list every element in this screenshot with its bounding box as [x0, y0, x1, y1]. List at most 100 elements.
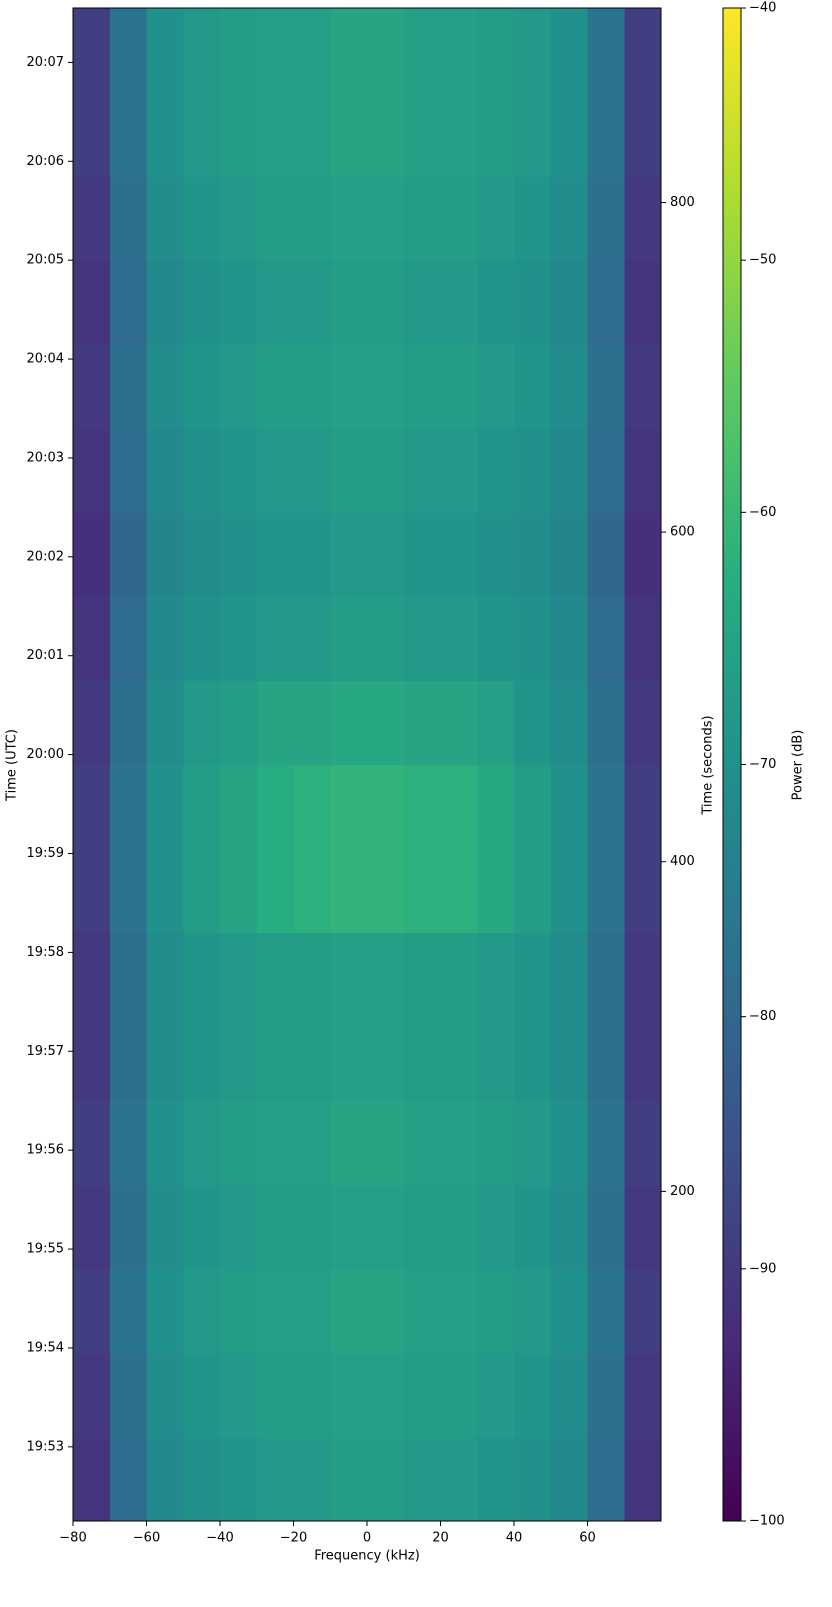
- heatmap-cell: [330, 344, 368, 429]
- heatmap-cell: [550, 1100, 588, 1186]
- heatmap-cell: [440, 344, 478, 429]
- heatmap-cell: [624, 92, 662, 177]
- heatmap-cell: [587, 260, 625, 345]
- heatmap-cell: [440, 1436, 478, 1522]
- heatmap-cell: [256, 1352, 294, 1438]
- heatmap-cell: [109, 932, 147, 1018]
- heatmap-cell: [293, 680, 331, 765]
- heatmap-cell: [220, 1268, 258, 1354]
- heatmap-cell: [183, 92, 221, 177]
- heatmap-cell: [440, 848, 478, 934]
- heatmap-cell: [477, 92, 515, 177]
- heatmap-cell: [477, 1184, 515, 1270]
- heatmap-cell: [183, 764, 221, 850]
- heatmap-cell: [73, 596, 111, 681]
- heatmap-cell: [403, 176, 441, 261]
- heatmap-cell: [220, 8, 258, 93]
- heatmap-cell: [440, 428, 478, 513]
- heatmap-cell: [550, 260, 588, 345]
- y-tick-label: 20:03: [27, 450, 64, 465]
- heatmap-cell: [624, 596, 662, 681]
- heatmap-cell: [514, 176, 552, 261]
- heatmap-cell: [514, 428, 552, 513]
- heatmap-cell: [367, 1016, 405, 1102]
- heatmap-cell: [367, 932, 405, 1018]
- heatmap-cell: [514, 8, 552, 93]
- heatmap-cell: [220, 428, 258, 513]
- heatmap-cell: [624, 512, 662, 597]
- heatmap-cell: [183, 848, 221, 934]
- heatmap-cell: [146, 1016, 184, 1102]
- heatmap-cell: [587, 1100, 625, 1186]
- heatmap-cell: [109, 764, 147, 850]
- heatmap-cell: [330, 260, 368, 345]
- heatmap-cell: [183, 1352, 221, 1438]
- heatmap-cell: [293, 596, 331, 681]
- heatmap-cell: [109, 92, 147, 177]
- heatmap-cell: [220, 1436, 258, 1522]
- heatmap-cell: [256, 596, 294, 681]
- heatmap-cell: [440, 260, 478, 345]
- heatmap-cell: [256, 764, 294, 850]
- heatmap: [73, 8, 662, 1522]
- heatmap-cell: [73, 1184, 111, 1270]
- heatmap-cell: [550, 8, 588, 93]
- heatmap-cell: [256, 428, 294, 513]
- heatmap-cell: [403, 932, 441, 1018]
- heatmap-cell: [477, 680, 515, 765]
- heatmap-cell: [477, 1268, 515, 1354]
- heatmap-cell: [440, 92, 478, 177]
- heatmap-cell: [624, 1184, 662, 1270]
- heatmap-cell: [550, 512, 588, 597]
- heatmap-cell: [256, 1184, 294, 1270]
- heatmap-cell: [146, 596, 184, 681]
- heatmap-cell: [293, 1016, 331, 1102]
- heatmap-cell: [256, 260, 294, 345]
- heatmap-cell: [73, 848, 111, 934]
- x-tick-label: 60: [579, 1531, 596, 1546]
- heatmap-cell: [256, 344, 294, 429]
- heatmap-cell: [550, 1268, 588, 1354]
- heatmap-cell: [477, 848, 515, 934]
- heatmap-cell: [146, 1436, 184, 1522]
- x-tick-label: 0: [363, 1531, 371, 1546]
- heatmap-cell: [403, 8, 441, 93]
- heatmap-cell: [220, 596, 258, 681]
- heatmap-cell: [293, 344, 331, 429]
- y2-tick-label: 800: [670, 195, 695, 210]
- heatmap-cell: [367, 1100, 405, 1186]
- x-tick-label: 40: [506, 1531, 523, 1546]
- heatmap-cell: [293, 1184, 331, 1270]
- heatmap-cell: [73, 260, 111, 345]
- heatmap-cell: [109, 1268, 147, 1354]
- heatmap-cell: [477, 764, 515, 850]
- heatmap-cell: [330, 8, 368, 93]
- heatmap-cell: [183, 512, 221, 597]
- heatmap-cell: [477, 428, 515, 513]
- heatmap-cell: [367, 176, 405, 261]
- heatmap-cell: [183, 680, 221, 765]
- heatmap-cell: [403, 1184, 441, 1270]
- heatmap-cell: [220, 1016, 258, 1102]
- y-tick-label: 20:06: [27, 154, 64, 169]
- heatmap-cell: [73, 344, 111, 429]
- heatmap-cell: [146, 1268, 184, 1354]
- heatmap-cell: [403, 764, 441, 850]
- heatmap-cell: [403, 512, 441, 597]
- heatmap-cell: [183, 428, 221, 513]
- heatmap-cell: [73, 764, 111, 850]
- heatmap-cell: [477, 1436, 515, 1522]
- heatmap-cell: [330, 1016, 368, 1102]
- heatmap-cell: [220, 344, 258, 429]
- heatmap-cell: [220, 260, 258, 345]
- heatmap-cell: [146, 512, 184, 597]
- heatmap-cell: [514, 1268, 552, 1354]
- heatmap-cell: [550, 92, 588, 177]
- y-axis-label: Time (UTC): [5, 729, 20, 802]
- heatmap-cell: [440, 596, 478, 681]
- heatmap-cell: [220, 764, 258, 850]
- heatmap-cell: [587, 764, 625, 850]
- heatmap-cell: [183, 176, 221, 261]
- heatmap-cell: [73, 1352, 111, 1438]
- y2-tick-label: 200: [670, 1184, 695, 1199]
